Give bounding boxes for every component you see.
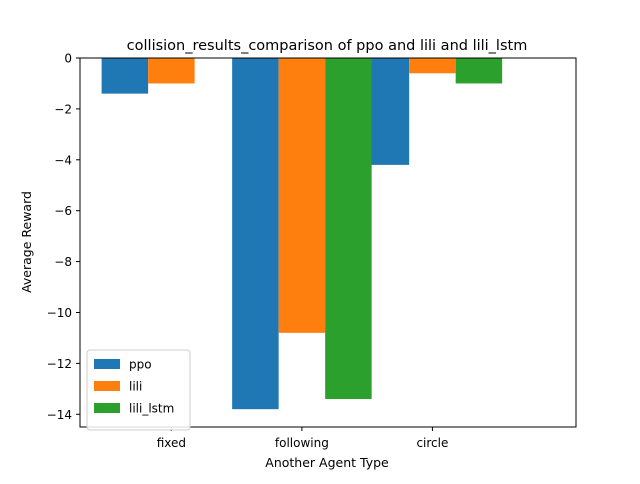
- axes: 0 −2 −4 −6 −8 −10 −12 −14 fixed following circle: [47, 52, 577, 450]
- y-tick-label: 0: [64, 52, 72, 66]
- y-tick-label: −8: [54, 255, 72, 269]
- y-axis-label: Average Reward: [19, 191, 34, 293]
- plot-area: [101, 58, 503, 410]
- bar-lili-following: [278, 58, 326, 333]
- legend-label-lili: lili: [129, 380, 142, 394]
- legend-label-lili_lstm: lili_lstm: [129, 402, 174, 416]
- bar-lili-circle: [409, 58, 456, 74]
- x-tick-label-fixed: fixed: [157, 436, 186, 450]
- axes-frame: [79, 57, 577, 428]
- legend-swatch-lili_lstm: [94, 403, 120, 413]
- bar-ppo-fixed: [101, 58, 149, 94]
- legend-swatch-lili: [94, 381, 120, 391]
- bar-lili_lstm-following: [325, 58, 372, 400]
- y-tick-label: −6: [54, 204, 72, 218]
- bar-lili_lstm-circle: [455, 58, 503, 84]
- x-tick-label-following: following: [275, 436, 329, 450]
- legend-swatch-ppo: [94, 359, 120, 369]
- y-tick-label: −12: [47, 357, 72, 371]
- x-axis-label: Another Agent Type: [265, 455, 389, 470]
- y-tick-label: −14: [47, 408, 72, 422]
- y-tick-label: −2: [54, 102, 72, 116]
- y-tick-label: −10: [47, 306, 72, 320]
- x-tick-label-circle: circle: [416, 436, 448, 450]
- legend-label-ppo: ppo: [129, 358, 152, 372]
- legend: ppo lili lili_lstm: [86, 349, 191, 431]
- bar-ppo-following: [232, 58, 279, 410]
- bar-lili-fixed: [148, 58, 195, 84]
- chart-title: collision_results_comparison of ppo and …: [127, 38, 528, 54]
- y-tick-label: −4: [54, 153, 72, 167]
